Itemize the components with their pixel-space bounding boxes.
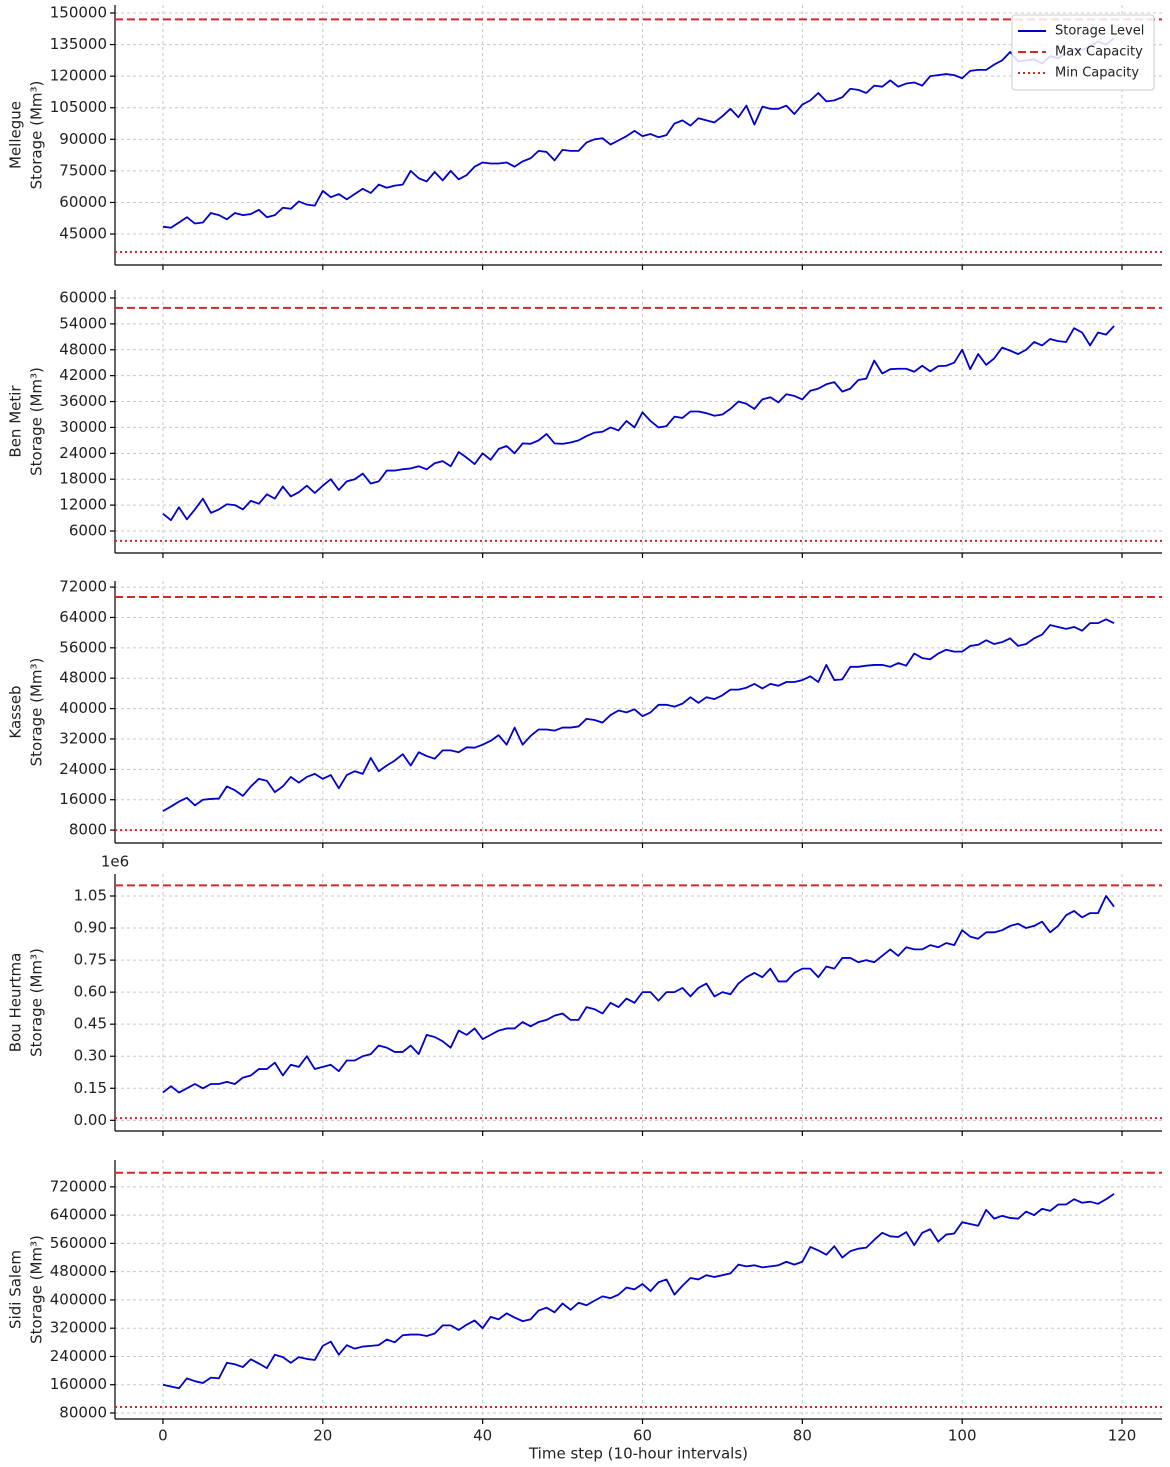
y-tick-label: 0.90 [74,919,107,937]
y-tick-label: 560000 [50,1234,107,1252]
y-tick-label: 64000 [59,608,107,626]
y-tick-label: 80000 [59,1403,107,1421]
y-tick-label: 36000 [59,392,107,410]
y-tick-label: 400000 [50,1290,107,1308]
y-axis-label: Kasseb [7,685,25,738]
y-tick-label: 45000 [59,225,107,243]
legend-box [1011,14,1155,91]
y-tick-label: 16000 [59,790,107,808]
y-tick-label: 0.75 [74,951,107,969]
legend-label: Storage Level [1055,24,1144,39]
y-tick-label: 1.05 [74,887,107,905]
y-tick-label: 160000 [50,1375,107,1393]
y-axis-label: Storage (Mm³) [28,367,46,476]
y-tick-label: 18000 [59,470,107,488]
y-tick-label: 56000 [59,638,107,656]
x-tick-label: 120 [1108,1427,1137,1445]
y-axis-label: Storage (Mm³) [28,948,46,1057]
storage-line [162,37,1115,229]
y-tick-label: 120000 [50,67,107,85]
y-tick-label: 6000 [69,521,107,539]
y-tick-label: 60000 [59,193,107,211]
y-tick-label: 720000 [50,1177,107,1195]
y-tick-label: 54000 [59,314,107,332]
y-tick-label: 135000 [50,35,107,53]
y-tick-label: 12000 [59,496,107,514]
y-tick-label: 0.15 [74,1079,107,1097]
y-tick-label: 320000 [50,1319,107,1337]
y-offset-label: 1e6 [101,853,129,871]
y-axis-label: Storage (Mm³) [28,81,46,190]
y-tick-label: 105000 [50,98,107,116]
y-axis-label: Mellegue [7,101,25,169]
y-tick-label: 0.45 [74,1015,107,1033]
x-tick-label: 0 [158,1427,168,1445]
y-tick-label: 40000 [59,699,107,717]
legend-label: Max Capacity [1055,45,1143,60]
y-tick-label: 150000 [50,4,107,22]
legend-label: Min Capacity [1055,66,1139,81]
x-tick-label: 80 [793,1427,812,1445]
y-axis-label: Ben Metir [7,385,25,458]
x-tick-label: 20 [313,1427,332,1445]
x-tick-label: 100 [948,1427,977,1445]
x-tick-label: 60 [633,1427,652,1445]
legend: Storage Level Max Capacity Min Capacity [1011,14,1155,91]
y-tick-label: 72000 [59,578,107,596]
y-axis-label: Storage (Mm³) [28,658,46,767]
y-tick-label: 60000 [59,288,107,306]
y-tick-label: 75000 [59,161,107,179]
y-tick-label: 8000 [69,821,107,839]
y-tick-label: 0.60 [74,983,107,1001]
x-tick-label: 40 [473,1427,492,1445]
y-tick-label: 480000 [50,1262,107,1280]
storage-line [162,618,1115,812]
y-tick-label: 30000 [59,418,107,436]
y-tick-label: 48000 [59,340,107,358]
storage-line [162,325,1115,522]
y-axis-label: Sidi Salem [7,1250,25,1329]
y-tick-label: 240000 [50,1347,107,1365]
y-tick-label: 32000 [59,729,107,747]
y-tick-label: 24000 [59,760,107,778]
y-tick-label: 24000 [59,444,107,462]
y-axis-label: Bou Heurtma [7,953,25,1053]
y-tick-label: 0.00 [74,1111,107,1129]
y-tick-label: 640000 [50,1206,107,1224]
y-tick-label: 48000 [59,669,107,687]
y-axis-label: Storage (Mm³) [28,1235,46,1344]
y-tick-label: 90000 [59,130,107,148]
storage-line [162,895,1115,1094]
storage-line [162,1193,1115,1390]
x-axis-label: Time step (10-hour intervals) [528,1445,748,1463]
y-tick-label: 42000 [59,366,107,384]
y-tick-label: 0.30 [74,1047,107,1065]
